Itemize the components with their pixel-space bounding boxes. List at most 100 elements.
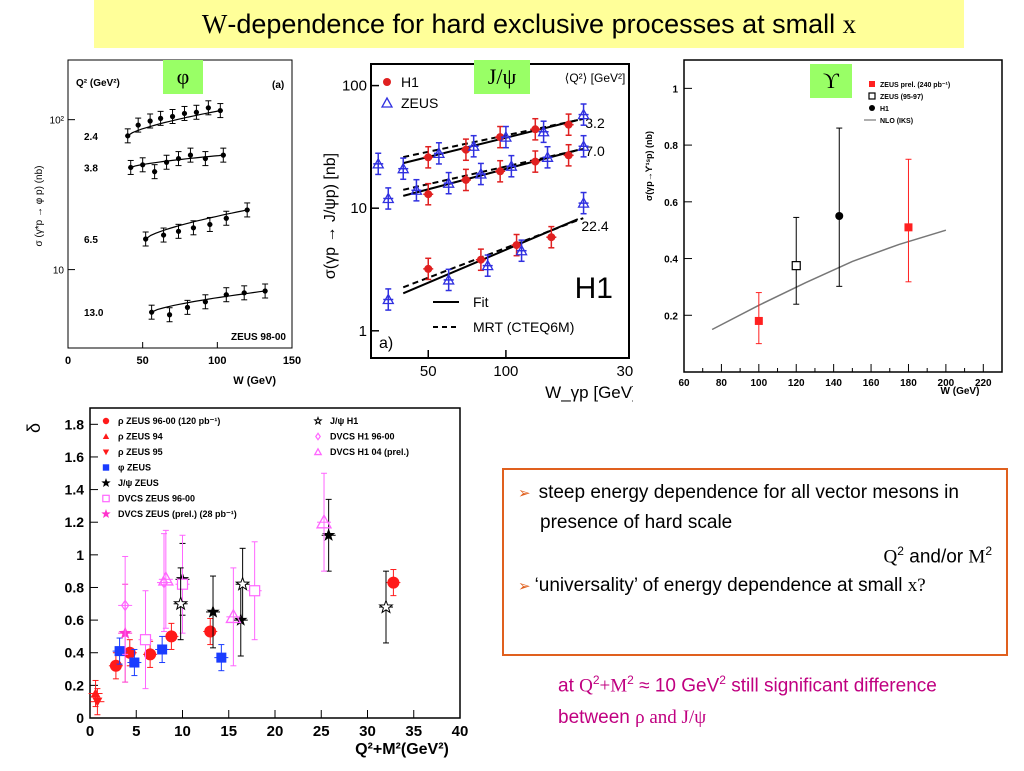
phi-tag: φ xyxy=(163,60,203,94)
x-tick-label: 0 xyxy=(86,723,94,740)
bullet-1-q: Q xyxy=(883,546,898,568)
data-point xyxy=(220,152,226,158)
q2-label: 6.5 xyxy=(84,235,98,246)
y-tick-label: 10² xyxy=(50,116,65,127)
x-tick-label: 300 xyxy=(616,363,633,380)
data-point xyxy=(149,309,155,315)
x-tick-label: 120 xyxy=(788,378,805,389)
legend-marker xyxy=(102,417,110,425)
data-point xyxy=(193,109,200,115)
x-tick-label: 0 xyxy=(65,355,71,367)
y-tick-label: 100 xyxy=(342,78,367,95)
data-point xyxy=(181,110,188,117)
note-plus: + xyxy=(599,675,611,697)
upsilon-chart: 60 80 100 120 140 160 180 200 220 0.2 0.4 0.6 0.8 1 W … xyxy=(644,59,1003,397)
y-tick-label: 1.6 xyxy=(65,449,85,465)
phi-chart: 0 50 100 150 10 10² W (GeV) σ (γ*p → φ p) (nb) Q… xyxy=(34,59,301,387)
data-point xyxy=(157,115,164,121)
y-tick-label: 1.2 xyxy=(65,514,85,530)
title-w: W xyxy=(201,9,228,39)
delta-point xyxy=(387,576,400,589)
arrow-right-icon: ➢ xyxy=(518,578,531,596)
x-axis-label: Q²+M²(GeV²) xyxy=(355,741,449,758)
zeus-point xyxy=(541,150,554,162)
h1-point xyxy=(512,241,521,250)
zeus-point xyxy=(467,139,480,151)
y-tick-label: 0.2 xyxy=(65,677,85,693)
delta-point xyxy=(204,625,217,638)
zeus-point xyxy=(442,273,455,285)
zeus-point xyxy=(474,167,488,179)
x-tick-label: 140 xyxy=(825,378,842,389)
y-tick-label: 0 xyxy=(76,710,84,726)
h1-point xyxy=(476,255,485,264)
bullet-1-m: M xyxy=(968,546,986,568)
jpsi-chart: 50 100 300 1 10 100 W_γp [GeV] σ(γp → J/ψp) [nb… xyxy=(322,63,642,402)
delta-point xyxy=(157,644,168,655)
legend-marker xyxy=(102,464,110,471)
note-m: M xyxy=(610,675,628,697)
corner-label: ZEUS 98-00 xyxy=(231,332,286,343)
delta-point xyxy=(234,576,251,591)
zeus-point xyxy=(382,192,395,204)
q2-header: ⟨Q²⟩ [GeV²] xyxy=(565,71,626,85)
zeus-point xyxy=(537,125,550,137)
q2-label: 3.8 xyxy=(84,163,98,174)
bullet-2-text: ‘universality’ of energy dependence at s… xyxy=(534,575,908,597)
q2-label: 7.0 xyxy=(585,143,605,159)
bullet-2-x: x? xyxy=(907,575,926,597)
y-tick-label: 1 xyxy=(359,323,367,340)
legend-fit-label: Fit xyxy=(473,294,489,310)
delta-chart: 0 5 10 15 20 25 30 35 40 0 0.2 0.4 0.6 0.8 1 1.2 1.4 1.6 1… xyxy=(24,407,469,758)
panel-label: (a) xyxy=(272,80,284,91)
phi-chart-panel: 0 50 100 150 10 10² W (GeV) σ (γ*p → φ p) (nb) Q… xyxy=(30,56,302,400)
delta-point xyxy=(92,697,103,707)
data-point xyxy=(175,228,182,234)
legend-label: DVCS ZEUS 96-00 xyxy=(118,494,195,504)
x-tick-label: 100 xyxy=(493,363,518,380)
x-tick-label: 40 xyxy=(452,723,469,740)
fit-curve xyxy=(127,110,221,137)
x-tick-label: 25 xyxy=(313,723,330,740)
note-and: and xyxy=(644,707,682,729)
x-tick-label: 20 xyxy=(267,723,284,740)
x-axis-label: W (GeV) xyxy=(233,375,276,387)
legend-label: ρ ZEUS 95 xyxy=(118,447,163,457)
data-point xyxy=(205,105,211,111)
y-tick-label: 0.2 xyxy=(664,311,678,322)
data-point xyxy=(202,155,208,162)
y-tick-label: 0.4 xyxy=(65,645,85,661)
y-tick-label: 10 xyxy=(53,266,65,277)
upsilon-chart-panel: 60 80 100 120 140 160 180 200 220 0.2 0.4 0.6 0.8 1 W … xyxy=(640,56,1006,406)
delta-point xyxy=(120,599,130,612)
q2-label: 3.2 xyxy=(585,115,605,131)
legend-label: DVCS ZEUS (prel.) (28 pb⁻¹) xyxy=(118,509,237,519)
legend-zeus-marker xyxy=(380,96,394,108)
legend-zeus-label: ZEUS xyxy=(401,95,438,111)
zeus-point xyxy=(499,130,513,142)
x-tick-label: 220 xyxy=(975,378,992,389)
experiment-label: H1 xyxy=(575,272,613,305)
delta-point xyxy=(206,604,220,618)
q2-label: 22.4 xyxy=(581,218,608,234)
data-point xyxy=(262,288,268,294)
x-tick-label: 50 xyxy=(420,363,437,380)
legend-marker xyxy=(101,508,111,518)
zeus-point xyxy=(577,196,590,208)
data-point xyxy=(135,122,141,128)
delta-point xyxy=(378,599,394,614)
data-point xyxy=(223,215,229,221)
data-point xyxy=(160,232,167,238)
h1-point xyxy=(424,190,433,199)
h1-point xyxy=(547,233,556,242)
legend-marker xyxy=(101,477,111,487)
delta-point xyxy=(165,630,178,643)
zeus-point xyxy=(577,108,590,120)
zeus-point xyxy=(397,162,410,174)
legend-marker xyxy=(102,449,110,456)
y-tick-label: 0.4 xyxy=(664,255,678,266)
x-tick-label: 15 xyxy=(220,723,237,740)
x-tick-label: 50 xyxy=(137,355,149,367)
title-x: x xyxy=(842,9,857,39)
slide-title: W-dependence for hard exclusive processe… xyxy=(94,0,964,48)
